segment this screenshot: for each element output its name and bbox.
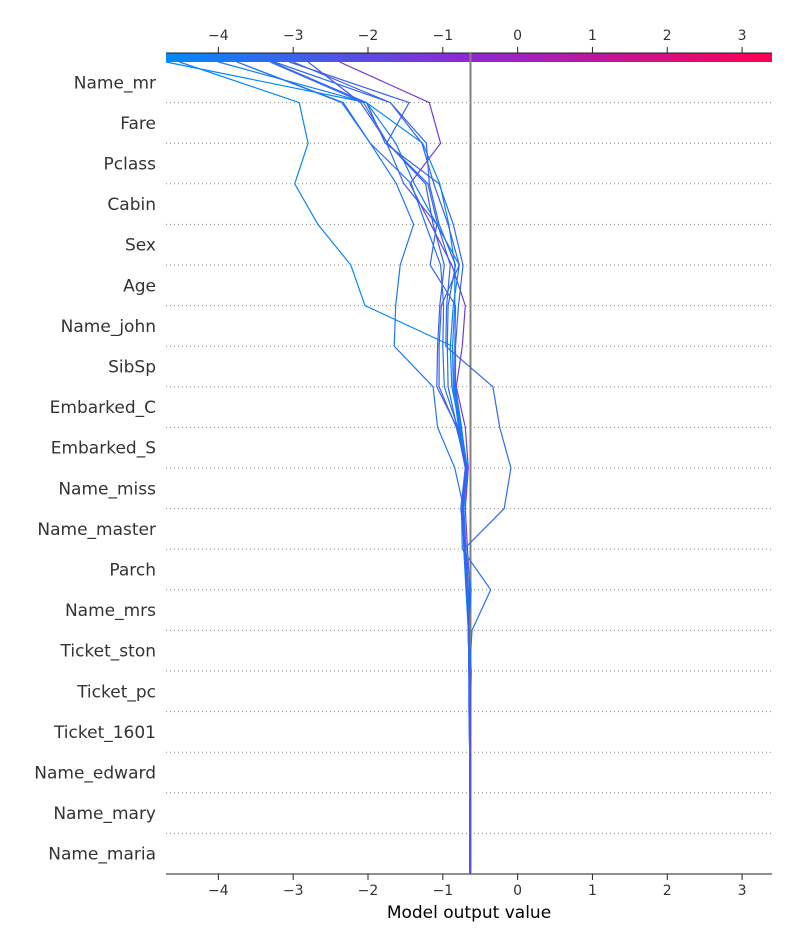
- top-tick-label: 2: [663, 28, 672, 44]
- top-tick-label: 3: [738, 28, 747, 44]
- decision-path: [269, 61, 512, 874]
- feature-label: Ticket_1601: [53, 723, 156, 743]
- decision-paths: [165, 61, 512, 874]
- feature-label: Ticket_pc: [76, 682, 156, 702]
- top-tick-label: −3: [283, 28, 304, 44]
- decision-path: [236, 61, 492, 874]
- feature-label: Embarked_C: [50, 398, 156, 418]
- feature-label: Name_mary: [53, 804, 156, 824]
- bottom-tick-label: −1: [432, 883, 453, 899]
- colorbar: [166, 53, 772, 62]
- top-tick-label: −1: [432, 28, 453, 44]
- bottom-tick-label: 2: [663, 883, 672, 899]
- decision-path: [165, 61, 471, 874]
- bottom-tick-label: −3: [283, 883, 304, 899]
- feature-label: Fare: [120, 114, 156, 134]
- top-tick-label: 1: [588, 28, 597, 44]
- feature-row-gridlines: [166, 102, 772, 875]
- decision-path: [292, 61, 471, 874]
- feature-label: Parch: [109, 561, 156, 581]
- feature-label: Name_miss: [58, 479, 156, 499]
- bottom-tick-label: 1: [588, 883, 597, 899]
- decision-path: [307, 61, 471, 874]
- top-axis: −4 −3 −2 −1 0 1 2 3: [166, 28, 772, 54]
- feature-label: Name_maria: [48, 845, 156, 865]
- top-tick-label: −2: [358, 28, 379, 44]
- feature-label: Name_edward: [34, 764, 156, 784]
- feature-label: Sex: [125, 236, 156, 256]
- feature-label: Ticket_ston: [60, 642, 157, 662]
- feature-label: Name_mrs: [65, 601, 156, 621]
- feature-label: Name_master: [37, 520, 156, 540]
- bottom-tick-label: −2: [358, 883, 379, 899]
- feature-label: SibSp: [108, 358, 156, 378]
- bottom-tick-label: 0: [513, 883, 522, 899]
- bottom-tick-label: 3: [738, 883, 747, 899]
- bottom-axis: −4 −3 −2 −1 0 1 2 3: [166, 873, 772, 899]
- top-tick-label: −4: [208, 28, 229, 44]
- x-axis-title: Model output value: [387, 903, 551, 923]
- feature-label: Age: [123, 276, 156, 296]
- decision-path: [339, 61, 472, 874]
- feature-label: Embarked_S: [51, 439, 156, 459]
- feature-label: Name_mr: [74, 73, 156, 93]
- feature-label: Pclass: [104, 155, 157, 175]
- feature-label: Cabin: [107, 195, 156, 215]
- top-tick-label: 0: [513, 28, 522, 44]
- bottom-tick-label: −4: [208, 883, 229, 899]
- decision-path: [274, 61, 471, 874]
- feature-label: Name_john: [61, 317, 156, 337]
- feature-labels: Name_mr Fare Pclass Cabin Sex Age Name_john Sib…: [34, 73, 156, 864]
